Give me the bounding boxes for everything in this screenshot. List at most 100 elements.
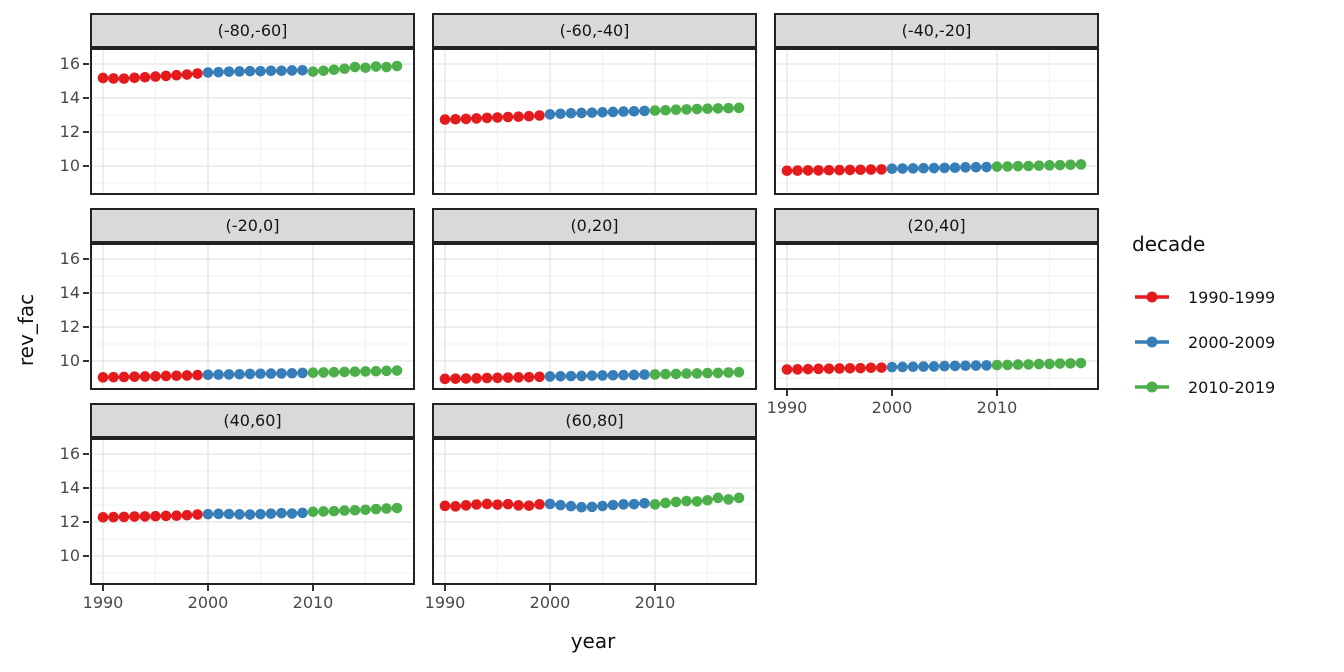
data-point bbox=[381, 61, 392, 73]
legend-entry-2000s: 2000-2009 bbox=[1132, 333, 1275, 352]
data-point bbox=[265, 508, 277, 519]
y-tick-label: 16 bbox=[59, 249, 80, 268]
panel-border bbox=[90, 243, 415, 390]
legend-key-line-point-icon bbox=[1135, 336, 1169, 348]
data-point bbox=[1033, 358, 1045, 370]
data-point bbox=[202, 369, 214, 381]
data-point bbox=[597, 106, 608, 118]
data-point bbox=[213, 508, 224, 520]
data-point bbox=[118, 73, 130, 84]
data-point bbox=[981, 161, 992, 173]
data-point bbox=[223, 369, 235, 380]
facet-strip: (40,60] bbox=[90, 403, 415, 438]
y-tick-label: 10 bbox=[59, 156, 80, 175]
data-point bbox=[349, 366, 361, 378]
panel-border bbox=[774, 243, 1099, 390]
data-point bbox=[586, 501, 598, 513]
data-point bbox=[555, 499, 566, 511]
data-point bbox=[192, 509, 203, 520]
data-point bbox=[450, 501, 461, 512]
data-point bbox=[381, 365, 392, 377]
data-point bbox=[150, 371, 161, 382]
legend-label: 2010-2019 bbox=[1188, 377, 1276, 397]
x-tick-label: 1990 bbox=[82, 593, 124, 612]
data-point bbox=[712, 492, 724, 504]
data-point bbox=[886, 163, 898, 175]
data-point bbox=[360, 504, 371, 516]
data-point bbox=[492, 499, 503, 510]
facet-strip: (-40,-20] bbox=[774, 13, 1099, 48]
data-point bbox=[129, 511, 140, 522]
data-point bbox=[781, 165, 793, 177]
data-point bbox=[691, 368, 703, 379]
data-point bbox=[555, 108, 566, 120]
facet-panel bbox=[432, 243, 757, 390]
data-point bbox=[460, 373, 472, 384]
data-point bbox=[544, 109, 556, 120]
data-point bbox=[276, 65, 287, 77]
data-point bbox=[492, 372, 503, 384]
x-tick-mark bbox=[312, 585, 314, 591]
data-point bbox=[628, 369, 640, 381]
data-point bbox=[1065, 358, 1076, 369]
data-point bbox=[244, 65, 256, 77]
data-point bbox=[502, 372, 514, 383]
data-point bbox=[844, 164, 856, 176]
data-point bbox=[1054, 159, 1066, 171]
data-point bbox=[534, 110, 545, 121]
legend-label: 1990-1999 bbox=[1188, 287, 1276, 307]
data-point bbox=[639, 498, 650, 509]
data-point bbox=[691, 103, 703, 115]
y-tick-mark bbox=[83, 453, 89, 455]
data-point bbox=[723, 367, 734, 378]
data-point bbox=[318, 65, 329, 77]
data-point bbox=[733, 102, 745, 114]
data-point bbox=[586, 107, 598, 118]
data-point bbox=[381, 503, 392, 514]
data-point bbox=[150, 510, 161, 522]
data-point bbox=[513, 111, 524, 122]
y-tick-mark bbox=[83, 258, 89, 260]
y-tick-label: 14 bbox=[59, 283, 80, 302]
x-tick-label: 2010 bbox=[292, 593, 334, 612]
data-point bbox=[234, 509, 245, 520]
facet-strip: (-20,0] bbox=[90, 208, 415, 243]
data-point bbox=[660, 368, 671, 380]
data-point bbox=[691, 496, 703, 507]
facet-strip: (20,40] bbox=[774, 208, 1099, 243]
data-point bbox=[297, 507, 308, 519]
data-point bbox=[339, 63, 350, 75]
y-tick-mark bbox=[83, 165, 89, 167]
data-point bbox=[1044, 358, 1055, 370]
data-point bbox=[481, 372, 493, 384]
data-point bbox=[460, 113, 472, 125]
data-point bbox=[471, 113, 482, 124]
facet-panel bbox=[432, 438, 757, 585]
data-point bbox=[918, 361, 929, 372]
data-point bbox=[1033, 160, 1045, 171]
data-point bbox=[1075, 357, 1087, 369]
panel-border bbox=[774, 48, 1099, 195]
data-point bbox=[555, 371, 566, 382]
data-point bbox=[607, 499, 619, 511]
data-point bbox=[802, 165, 814, 176]
y-tick-label: 14 bbox=[59, 88, 80, 107]
data-point bbox=[244, 368, 256, 380]
data-point bbox=[286, 367, 298, 379]
legend-title: decade bbox=[1132, 232, 1206, 256]
data-point bbox=[1054, 358, 1066, 369]
data-point bbox=[1065, 159, 1076, 171]
data-point bbox=[328, 505, 340, 517]
data-point bbox=[876, 164, 887, 175]
data-point bbox=[502, 111, 514, 123]
panel-border bbox=[90, 48, 415, 195]
data-point bbox=[192, 68, 203, 79]
data-point bbox=[1012, 160, 1024, 172]
data-point bbox=[1012, 359, 1024, 370]
data-point bbox=[576, 107, 587, 119]
data-point bbox=[681, 104, 692, 115]
data-point bbox=[97, 72, 109, 84]
data-point bbox=[139, 371, 151, 382]
data-point bbox=[792, 364, 803, 375]
